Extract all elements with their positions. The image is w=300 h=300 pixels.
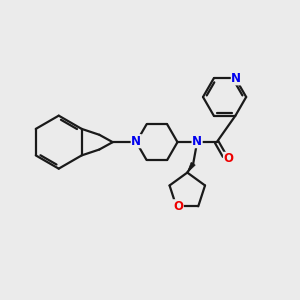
Text: O: O [224, 152, 233, 165]
Text: N: N [131, 135, 141, 148]
Polygon shape [187, 162, 195, 172]
Text: N: N [192, 135, 202, 148]
Text: O: O [173, 200, 183, 213]
Text: N: N [231, 72, 242, 85]
